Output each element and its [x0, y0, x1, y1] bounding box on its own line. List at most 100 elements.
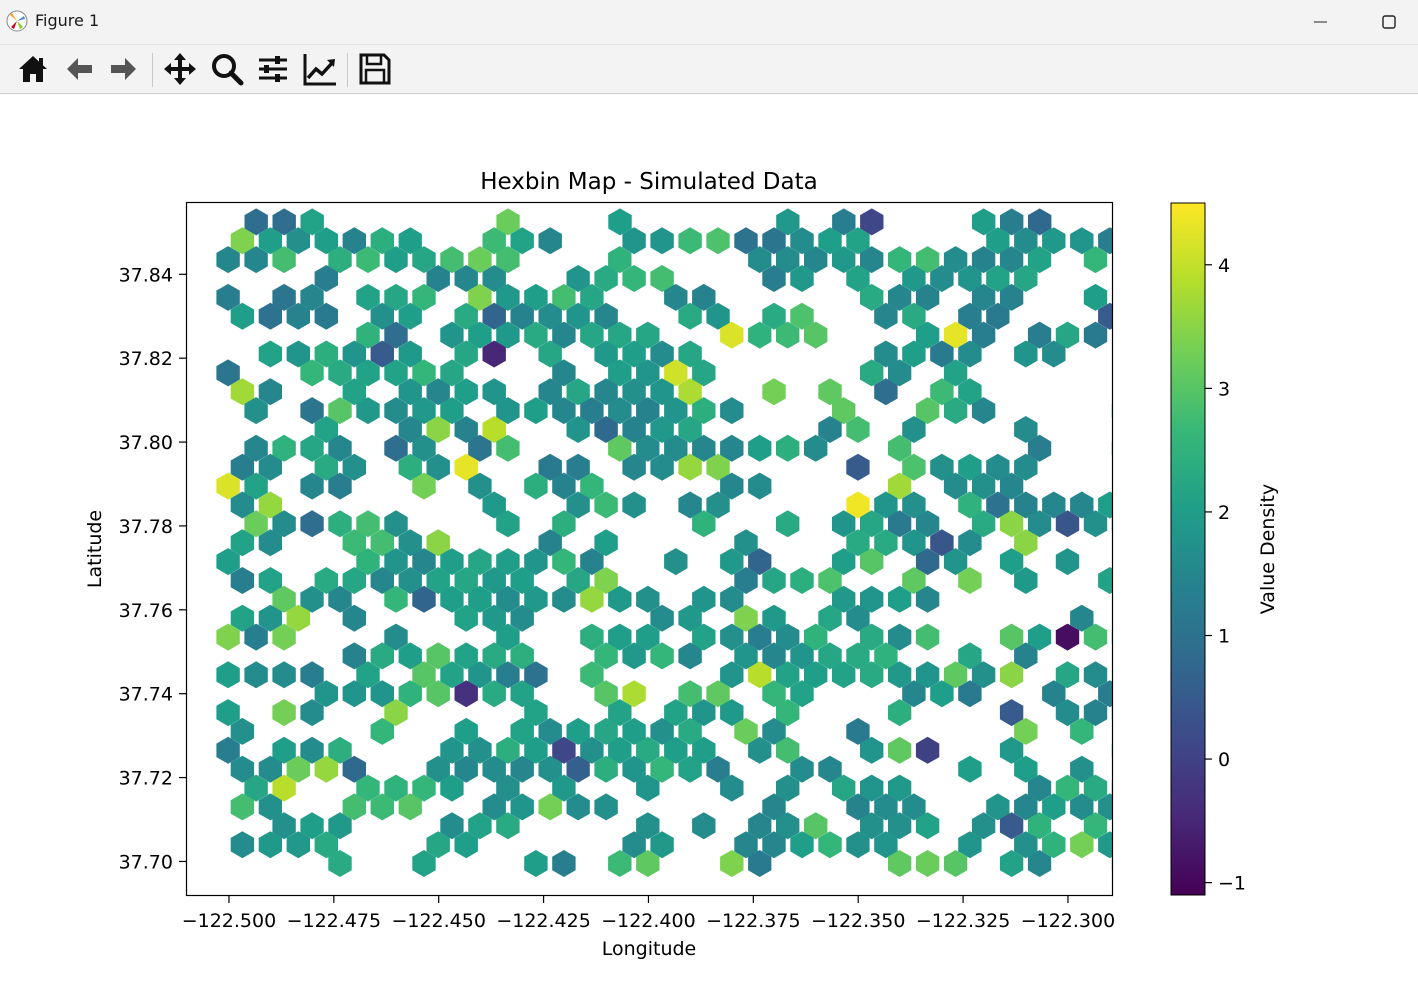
hexbin-cell — [664, 397, 688, 425]
hexbin-cell — [468, 585, 492, 613]
hexbin-cell — [999, 548, 1024, 576]
hexbin-cell — [538, 302, 562, 330]
hexbin-cell — [1098, 680, 1113, 708]
hexbin-cell — [1252, 322, 1275, 349]
hexbin-cell — [748, 812, 772, 840]
hexbin-cell — [258, 340, 282, 368]
hexbin-cell — [370, 642, 394, 670]
hexbin-cell — [216, 359, 240, 387]
hexbin-cell — [1042, 831, 1066, 859]
configure-subplots-button[interactable] — [255, 51, 291, 87]
hexbin-cell — [832, 208, 856, 236]
hexbin-cell — [342, 453, 366, 481]
save-button[interactable] — [357, 51, 393, 87]
hexbin-cell — [608, 850, 632, 877]
hexbin-cell — [580, 736, 604, 764]
hexbin-cell — [370, 717, 394, 745]
hexbin-cell — [594, 265, 618, 292]
hexbin-cell — [1042, 227, 1066, 255]
hexbin-cell — [454, 831, 478, 859]
hexbin-cell — [258, 567, 282, 594]
hexbin-cell — [482, 416, 506, 443]
hexbin-cell — [342, 567, 366, 594]
hexbin-cell — [286, 604, 310, 632]
x-tick-label: −122.475 — [287, 910, 382, 932]
hexbin-cell — [1126, 265, 1149, 292]
hexbin-cell — [314, 567, 338, 594]
hexbin-cell — [999, 699, 1024, 727]
hexbin-cell — [510, 642, 534, 670]
hexbin-cell — [230, 453, 255, 481]
back-button[interactable] — [61, 51, 97, 87]
sliders-icon — [259, 56, 287, 82]
hexbin-cell — [762, 717, 786, 745]
hexbin-cell — [720, 699, 744, 727]
hexbin-cell — [342, 378, 366, 406]
home-button[interactable] — [15, 51, 51, 87]
hexbin-cell — [468, 548, 492, 576]
hexbin-cell — [636, 736, 660, 764]
hexbin-cell — [720, 774, 744, 802]
hexbin-cell — [832, 661, 856, 689]
hexbin-cell — [846, 529, 870, 557]
hexbin-cell — [426, 642, 450, 670]
hexbin-cell — [454, 416, 478, 443]
hexbin-cell — [650, 227, 674, 255]
hexbin-cell — [244, 434, 268, 462]
hexbin-cell — [776, 321, 800, 349]
hexbin-cell — [888, 850, 912, 877]
hexbin-cell — [1111, 856, 1113, 871]
hexbin-cell — [1252, 850, 1275, 877]
hexbin-cell — [636, 359, 660, 387]
hexbin-cell — [1294, 227, 1317, 254]
colorbar-tick-label: 4 — [1218, 255, 1230, 277]
forward-button[interactable] — [106, 51, 142, 87]
hexbin-cell — [216, 736, 240, 764]
hexbin-cell — [552, 850, 576, 877]
hexbin-cell — [930, 340, 954, 368]
hexbin-cell — [1027, 774, 1052, 802]
line-chart-icon — [303, 54, 336, 86]
hexbin-cell — [734, 227, 758, 255]
y-tick-label: 37.72 — [119, 768, 173, 790]
hexbin-cell — [1111, 629, 1113, 645]
hexbin-cell — [1083, 623, 1108, 651]
hexbin-cell — [286, 227, 310, 255]
figure-canvas[interactable]: Hexbin Map - Simulated Data −122.500 −122… — [0, 94, 1418, 986]
hexbin-cell — [720, 397, 744, 425]
hexbin-cell — [440, 812, 464, 840]
hexbin-cell — [440, 246, 464, 274]
hexbin-cell — [314, 680, 338, 708]
hexbin-cell — [902, 567, 926, 594]
edit-axes-button[interactable] — [302, 51, 338, 87]
hexbin-cell — [1098, 491, 1113, 519]
hexbin-cell — [496, 321, 520, 349]
hexbin-cell — [524, 548, 548, 576]
hexbin-cell — [608, 736, 632, 764]
hexbin-cell — [790, 302, 814, 330]
hexbin-cell — [1111, 403, 1113, 419]
hexbin-cell — [524, 736, 548, 764]
hexbin-cell — [216, 623, 240, 651]
hexbin-cell — [580, 623, 604, 651]
hexbin-cell — [678, 717, 702, 745]
minimize-button[interactable] — [1300, 8, 1340, 36]
hexbin-cell — [1238, 378, 1261, 405]
hexbin-cell — [943, 472, 968, 500]
hexbin-cell — [1055, 774, 1080, 802]
hexbin-cell — [692, 510, 716, 538]
hexbin-cell — [1224, 548, 1247, 575]
hexbin-cell — [328, 246, 352, 274]
hexbin-cell — [370, 529, 394, 557]
maximize-button[interactable] — [1369, 8, 1409, 36]
hexbin-cell — [482, 567, 506, 594]
hexbin-cell — [818, 567, 842, 594]
hexbin-cell — [748, 321, 772, 349]
hexbin-cell — [538, 793, 562, 821]
hexbin-cell — [370, 340, 394, 368]
pan-button[interactable] — [162, 51, 198, 87]
zoom-button[interactable] — [209, 51, 245, 87]
hexbin-cell — [454, 265, 478, 292]
hexbin-cell — [342, 604, 366, 632]
hexbin-cell — [971, 246, 996, 274]
